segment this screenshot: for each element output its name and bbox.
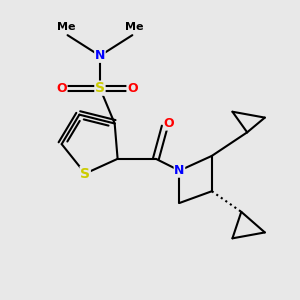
Text: S: S xyxy=(95,81,105,95)
Text: Me: Me xyxy=(57,22,75,32)
Text: N: N xyxy=(95,49,105,62)
Text: O: O xyxy=(164,117,175,130)
Text: N: N xyxy=(174,164,184,177)
Text: O: O xyxy=(56,82,67,95)
Text: O: O xyxy=(127,82,138,95)
Text: Me: Me xyxy=(124,22,143,32)
Text: S: S xyxy=(80,167,90,181)
